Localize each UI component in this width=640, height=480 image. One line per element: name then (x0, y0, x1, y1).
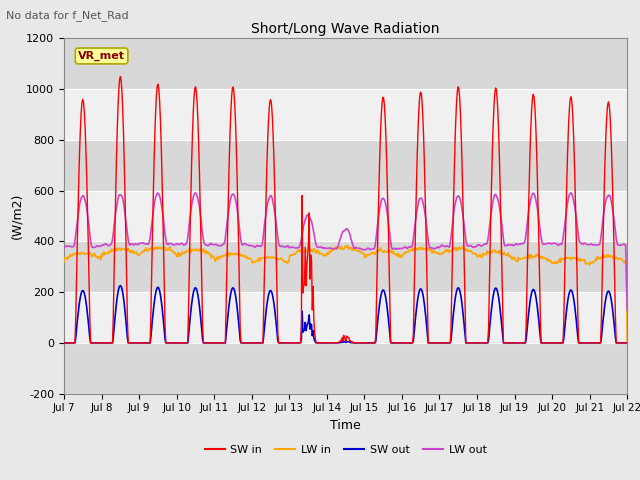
LW in (431, 249, 439, 254)
LW in (60, 259, 68, 264)
Bar (64, 89, 627, 140)
SW out (431, 340, 439, 346)
LW in (415, 245, 422, 251)
SW in (415, 108, 422, 113)
Line: LW in: LW in (64, 246, 627, 343)
Line: LW out: LW out (64, 193, 627, 310)
LW in (215, 253, 223, 259)
LW out (431, 246, 438, 252)
Line: SW in: SW in (64, 76, 627, 343)
SW out (186, 315, 194, 321)
Line: SW out: SW out (64, 286, 627, 343)
Bar (64, 292, 627, 343)
SW out (216, 340, 224, 346)
LW in (623, 340, 631, 346)
LW in (344, 243, 351, 249)
Bar (64, 241, 627, 292)
Bar (64, 343, 627, 394)
LW out (414, 202, 422, 207)
Y-axis label: (W/m2): (W/m2) (10, 193, 24, 239)
X-axis label: Time: Time (330, 419, 361, 432)
SW out (116, 283, 124, 288)
SW in (70, 340, 78, 346)
Legend: SW in, LW in, SW out, LW out: SW in, LW in, SW out, LW out (200, 440, 491, 459)
LW out (186, 221, 193, 227)
LW out (215, 243, 223, 249)
SW out (623, 340, 631, 346)
Text: VR_met: VR_met (78, 51, 125, 61)
LW out (128, 241, 136, 247)
SW out (129, 340, 137, 346)
SW in (116, 73, 124, 79)
Title: Short/Long Wave Radiation: Short/Long Wave Radiation (252, 22, 440, 36)
LW in (186, 246, 193, 252)
LW out (70, 242, 78, 248)
Bar (64, 38, 627, 89)
LW in (128, 248, 136, 254)
SW in (186, 226, 194, 231)
SW out (70, 340, 78, 346)
LW out (60, 245, 68, 251)
SW in (60, 340, 68, 346)
Bar (64, 140, 627, 191)
LW out (623, 307, 631, 313)
SW in (129, 340, 137, 346)
LW out (567, 190, 575, 196)
LW in (70, 251, 78, 257)
Text: No data for f_Net_Rad: No data for f_Net_Rad (6, 10, 129, 21)
SW out (415, 290, 422, 296)
SW in (623, 340, 631, 346)
SW in (216, 340, 224, 346)
SW in (431, 340, 439, 346)
Bar (64, 191, 627, 241)
SW out (60, 340, 68, 346)
